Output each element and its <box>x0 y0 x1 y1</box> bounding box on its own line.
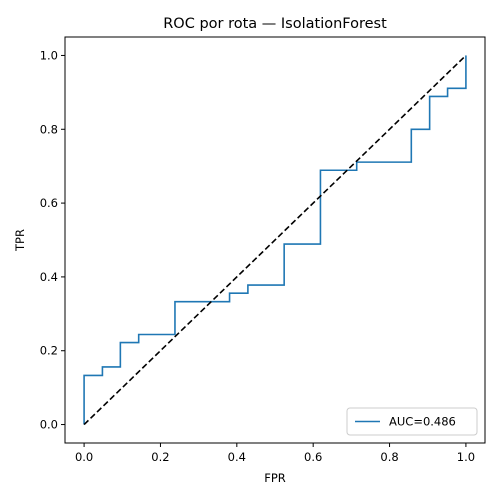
x-tick-label: 0.8 <box>380 450 398 464</box>
axes-frame <box>64 36 486 444</box>
chance-diagonal-line <box>83 54 467 426</box>
y-axis-label: TPR <box>13 229 27 252</box>
x-tick-label: 0.0 <box>75 450 93 464</box>
y-tick-label: 0.4 <box>40 270 58 284</box>
legend-label: AUC=0.486 <box>389 415 456 429</box>
x-axis: 0.0 0.2 0.4 0.6 0.8 1.0 <box>75 443 475 464</box>
plot-area <box>83 54 467 426</box>
legend: AUC=0.486 <box>346 407 478 436</box>
x-axis-label: FPR <box>264 471 286 485</box>
y-axis: 0.0 0.2 0.4 0.6 0.8 1.0 <box>40 48 65 432</box>
roc-curve-line <box>83 55 467 425</box>
y-tick-label: 0.0 <box>40 418 58 432</box>
x-tick-label: 0.4 <box>228 450 246 464</box>
y-tick-label: 1.0 <box>40 48 58 62</box>
x-tick-label: 0.2 <box>151 450 169 464</box>
y-tick-label: 0.8 <box>40 122 58 136</box>
y-tick-label: 0.2 <box>40 344 58 358</box>
chart-title: ROC por rota — IsolationForest <box>163 16 387 32</box>
y-tick-label: 0.6 <box>40 196 58 210</box>
legend-box <box>346 407 478 436</box>
x-tick-label: 1.0 <box>457 450 475 464</box>
x-tick-label: 0.6 <box>304 450 322 464</box>
